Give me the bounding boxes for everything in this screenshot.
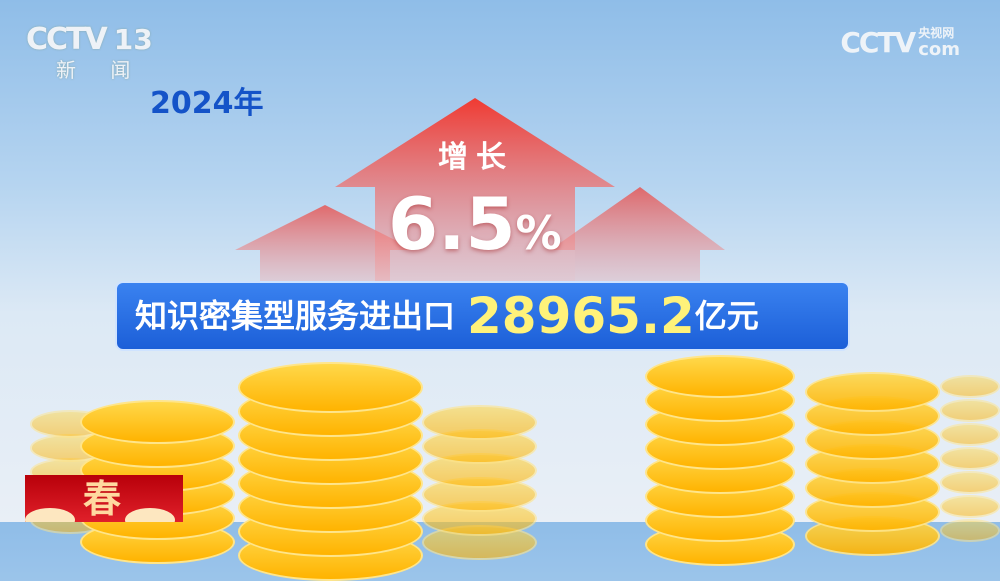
- coin: [940, 399, 1000, 423]
- channel-name: 新 闻: [56, 58, 145, 82]
- headline-unit: 亿元: [694, 297, 759, 335]
- coin: [940, 375, 1000, 399]
- cloud-decoration: [125, 508, 175, 522]
- spring-festival-badge: 春: [25, 475, 183, 522]
- coin: [940, 519, 1000, 543]
- logo-text: CCTV: [26, 22, 108, 57]
- coin: [940, 447, 1000, 471]
- cloud-decoration: [25, 508, 75, 522]
- arrow-right: [550, 187, 725, 295]
- headline-label: 知识密集型服务进出口: [135, 297, 456, 335]
- channel-number: 13: [113, 23, 153, 56]
- watermark-site-group: 央视网 com: [918, 26, 960, 60]
- watermark-logo: CCTV 央视网 com: [840, 26, 960, 60]
- coin: [422, 405, 537, 441]
- coin: [238, 362, 423, 413]
- watermark-site-cn: 央视网: [918, 26, 955, 40]
- coin: [80, 400, 235, 445]
- up-arrows-graphic: [235, 98, 725, 295]
- watermark-text: CCTV: [840, 26, 916, 59]
- headline-value: 28965.2: [467, 287, 695, 345]
- coin: [940, 495, 1000, 519]
- watermark-site: com: [918, 39, 960, 60]
- arrow-left: [235, 205, 415, 295]
- growth-value: 6.5%: [388, 182, 562, 266]
- headline-band: 知识密集型服务进出口 28965.2 亿元: [115, 281, 850, 351]
- coin: [645, 355, 795, 398]
- year-label: 2024年: [150, 86, 264, 121]
- logo-row: CCTV 13: [26, 22, 153, 58]
- growth-label: 增长: [438, 140, 514, 175]
- coin: [805, 372, 940, 412]
- badge-glyph: 春: [83, 477, 122, 521]
- coin: [940, 471, 1000, 495]
- arrow-main: [335, 98, 615, 295]
- coin: [940, 423, 1000, 447]
- growth-number: 6.5: [388, 182, 516, 266]
- growth-unit: %: [515, 206, 562, 260]
- channel-logo: CCTV 13 新 闻: [26, 22, 153, 82]
